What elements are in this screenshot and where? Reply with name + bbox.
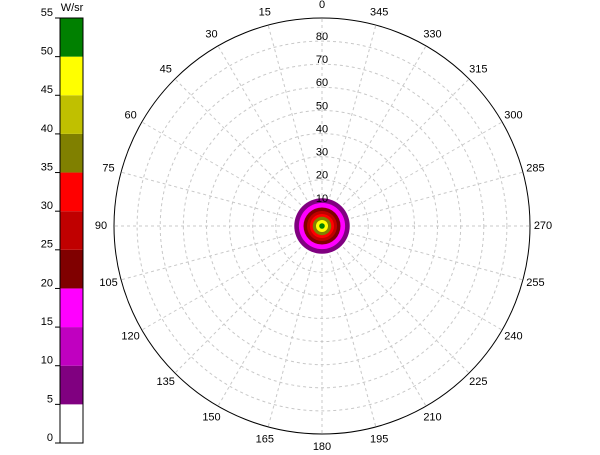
colorbar-band <box>60 18 83 57</box>
colorbar-band <box>60 327 83 366</box>
theta-tick-label: 15 <box>259 6 271 18</box>
radial-grid-line <box>120 225 323 281</box>
theta-tick-label: 240 <box>504 330 522 342</box>
colorbar-band <box>60 95 83 134</box>
radial-grid-line <box>141 225 323 331</box>
theta-tick-label: 180 <box>313 441 331 450</box>
radial-grid-line <box>217 225 323 407</box>
radial-grid-line <box>321 225 377 428</box>
colorbar-tick-label: 45 <box>41 84 53 96</box>
r-tick-label: 60 <box>316 77 328 89</box>
theta-tick-label: 75 <box>102 163 114 175</box>
radial-grid-line <box>321 121 503 227</box>
radial-grid-line <box>267 225 323 428</box>
intensity-ring <box>319 223 325 229</box>
r-tick-label: 30 <box>316 147 328 159</box>
radial-grid-line <box>174 225 323 374</box>
theta-tick-label: 315 <box>469 64 487 76</box>
r-tick-label: 40 <box>316 123 328 135</box>
theta-tick-label: 285 <box>526 163 544 175</box>
colorbar-band <box>60 288 83 328</box>
colorbar-tick-label: 10 <box>41 355 53 367</box>
theta-tick-label: 165 <box>256 433 274 445</box>
circular-grid-line <box>252 156 392 296</box>
radial-grid-line <box>120 171 323 227</box>
r-tick-label: 80 <box>316 31 328 43</box>
circular-grid-line <box>229 133 415 319</box>
theta-tick-label: 30 <box>205 29 217 41</box>
colorbar-tick-label: 5 <box>47 393 53 405</box>
circular-grid-line <box>182 86 462 366</box>
theta-tick-label: 135 <box>157 376 175 388</box>
colorbar-tick-label: 30 <box>41 200 53 212</box>
radial-grid-line <box>321 171 524 227</box>
polar-frame <box>113 17 531 435</box>
theta-tick-label: 150 <box>202 411 220 423</box>
radial-grid-line <box>321 225 470 374</box>
colorbar-tick-label: 15 <box>41 316 53 328</box>
theta-tick-label: 105 <box>99 277 117 289</box>
colorbar-band <box>60 365 83 405</box>
colorbar-tick-label: 0 <box>47 432 53 444</box>
colorbar-tick-label: 40 <box>41 123 53 135</box>
colorbar-tick-label: 55 <box>41 7 53 19</box>
r-tick-label: 10 <box>316 193 328 205</box>
radial-grid-line <box>321 78 470 227</box>
colorbar-band <box>60 249 83 289</box>
theta-tick-label: 345 <box>370 6 388 18</box>
theta-tick-label: 330 <box>423 29 441 41</box>
theta-tick-label: 225 <box>469 376 487 388</box>
colorbar-band <box>60 133 83 173</box>
theta-tick-label: 300 <box>504 109 522 121</box>
theta-tick-label: 60 <box>124 109 136 121</box>
colorbar-label: W/sr <box>61 2 84 14</box>
theta-tick-label: 0 <box>319 0 325 11</box>
colorbar-tick-label: 20 <box>41 277 53 289</box>
radial-grid-line <box>321 225 524 281</box>
r-tick-label: 50 <box>316 100 328 112</box>
colorbar-band <box>60 404 83 443</box>
radial-grid-line <box>321 225 427 407</box>
r-tick-label: 70 <box>316 54 328 66</box>
colorbar-tick-label: 50 <box>41 46 53 58</box>
circular-grid-line <box>275 179 369 273</box>
theta-tick-label: 45 <box>160 64 172 76</box>
theta-tick-label: 120 <box>121 330 139 342</box>
colorbar-tick-label: 25 <box>41 239 53 251</box>
theta-tick-label: 270 <box>534 220 552 232</box>
colorbar-band <box>60 56 83 96</box>
radial-grid-line <box>321 225 503 331</box>
circular-grid-line <box>159 63 485 389</box>
radial-grid-line <box>321 24 377 227</box>
radial-grid-line <box>174 78 323 227</box>
theta-tick-label: 255 <box>526 277 544 289</box>
theta-tick-label: 210 <box>423 411 441 423</box>
radial-grid-line <box>321 45 427 227</box>
radial-grid-line <box>217 45 323 227</box>
circular-grid-line <box>205 109 439 343</box>
colorbar-band <box>60 211 83 250</box>
radial-grid-line <box>141 121 323 227</box>
colorbar-frame <box>59 17 84 444</box>
theta-tick-label: 90 <box>95 220 107 232</box>
colorbar-tick-label: 35 <box>41 161 53 173</box>
circular-grid-line <box>136 40 508 412</box>
theta-tick-label: 195 <box>370 433 388 445</box>
colorbar-band <box>60 172 83 212</box>
r-tick-label: 20 <box>316 170 328 182</box>
radial-grid-line <box>267 24 323 227</box>
